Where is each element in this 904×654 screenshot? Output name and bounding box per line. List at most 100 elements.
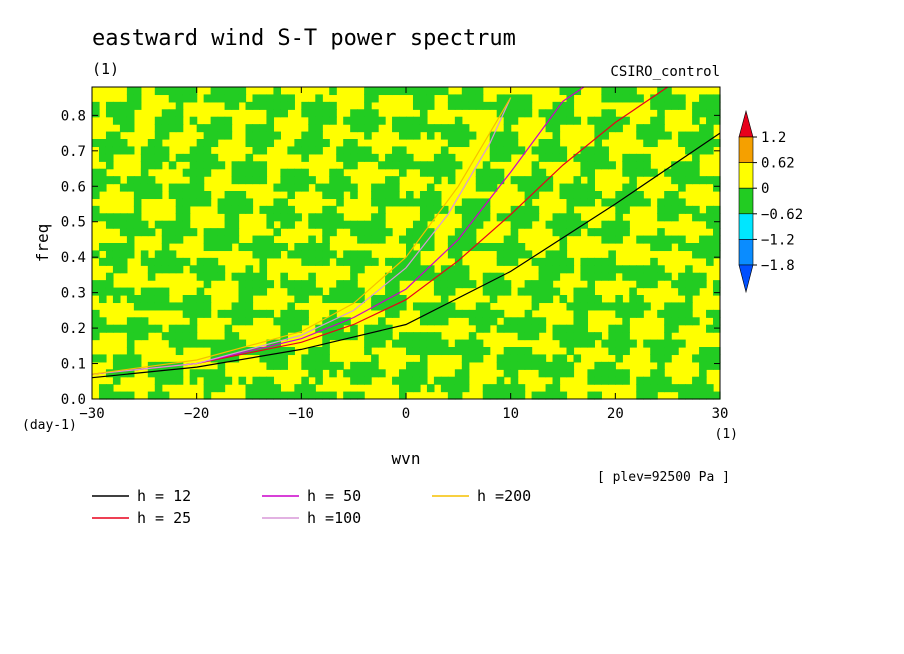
field-cell-negative xyxy=(636,280,644,289)
field-cell-negative xyxy=(273,198,281,207)
field-cell-negative xyxy=(245,317,254,326)
field-cell-negative xyxy=(308,391,316,400)
field-cell-negative xyxy=(545,272,554,281)
field-cell-negative xyxy=(440,87,449,96)
field-cell-negative xyxy=(517,347,526,356)
field-cell-negative xyxy=(678,243,686,252)
field-cell-negative xyxy=(580,309,589,318)
field-cell-negative xyxy=(503,116,512,125)
field-cell-negative xyxy=(92,176,100,185)
field-cell-negative xyxy=(385,153,393,162)
field-cell-negative xyxy=(510,376,519,385)
field-cell-negative xyxy=(308,124,316,133)
field-cell-negative xyxy=(580,287,589,296)
field-cell-negative xyxy=(447,391,456,400)
field-cell-negative xyxy=(322,354,330,363)
field-cell-negative xyxy=(350,146,358,155)
field-cell-negative xyxy=(482,347,491,356)
field-cell-negative xyxy=(559,369,568,378)
field-cell-negative xyxy=(203,228,212,237)
field-cell-negative xyxy=(301,183,309,192)
field-cell-negative xyxy=(678,198,686,207)
field-cell-negative xyxy=(636,302,644,311)
field-cell-negative xyxy=(203,265,212,274)
field-cell-negative xyxy=(224,332,233,341)
field-cell-negative xyxy=(622,220,630,229)
x-tick-label: 0 xyxy=(402,406,410,422)
field-cell-negative xyxy=(615,198,623,207)
field-cell-negative xyxy=(552,124,561,133)
field-cell-negative xyxy=(531,361,540,370)
field-cell-negative xyxy=(664,131,672,140)
field-cell-negative xyxy=(594,332,602,341)
field-cell-negative xyxy=(531,302,540,311)
field-cell-negative xyxy=(699,213,707,222)
field-cell-negative xyxy=(650,265,658,274)
field-cell-negative xyxy=(315,354,323,363)
field-cell-negative xyxy=(224,94,233,103)
field-cell-negative xyxy=(447,153,456,162)
field-cell-negative xyxy=(643,161,651,170)
field-cell-negative xyxy=(426,332,435,341)
field-cell-negative xyxy=(392,257,400,266)
field-cell-negative xyxy=(531,257,540,266)
field-cell-negative xyxy=(175,205,184,214)
field-cell-negative xyxy=(678,176,686,185)
field-cell-negative xyxy=(140,161,149,170)
field-cell-negative xyxy=(161,302,170,311)
field-cell-negative xyxy=(161,153,170,162)
field-cell-negative xyxy=(587,332,595,341)
field-cell-negative xyxy=(517,109,526,118)
field-cell-negative xyxy=(175,376,184,385)
field-cell-negative xyxy=(231,302,240,311)
field-cell-negative xyxy=(203,161,212,170)
field-cell-negative xyxy=(392,309,400,318)
field-cell-negative xyxy=(154,369,163,378)
field-cell-negative xyxy=(140,191,149,200)
field-cell-negative xyxy=(210,257,219,266)
field-cell-negative xyxy=(252,94,261,103)
field-cell-negative xyxy=(419,243,428,252)
field-cell-negative xyxy=(524,317,533,326)
field-cell-negative xyxy=(594,376,602,385)
field-cell-negative xyxy=(175,213,184,222)
field-cell-negative xyxy=(699,243,707,252)
field-cell-negative xyxy=(154,131,163,140)
field-cell-negative xyxy=(664,243,672,252)
field-cell-negative xyxy=(371,183,379,192)
field-cell-negative xyxy=(392,87,400,96)
field-cell-negative xyxy=(440,376,449,385)
field-cell-negative xyxy=(608,369,616,378)
field-cell-negative xyxy=(182,87,191,96)
field-cell-negative xyxy=(392,280,400,289)
field-cell-negative xyxy=(399,131,407,140)
field-cell-negative xyxy=(650,391,658,400)
field-cell-negative xyxy=(489,309,498,318)
field-cell-negative xyxy=(238,198,247,207)
field-cell-negative xyxy=(154,391,163,400)
field-cell-negative xyxy=(385,332,393,341)
field-cell-negative xyxy=(580,265,589,274)
field-cell-negative xyxy=(98,354,107,363)
field-cell-negative xyxy=(699,384,707,393)
field-cell-negative xyxy=(608,324,616,333)
field-cell-negative xyxy=(357,109,365,118)
field-cell-negative xyxy=(412,302,421,311)
field-cell-negative xyxy=(92,213,100,222)
field-cell-negative xyxy=(664,309,672,318)
field-cell-negative xyxy=(531,354,540,363)
field-cell-negative xyxy=(531,205,540,214)
field-cell-negative xyxy=(343,153,351,162)
field-cell-negative xyxy=(196,309,205,318)
field-cell-negative xyxy=(231,354,240,363)
y-axis: 0.00.10.20.30.40.50.60.70.8 xyxy=(61,108,720,408)
field-cell-negative xyxy=(489,391,498,400)
field-cell-negative xyxy=(524,347,533,356)
field-cell-negative xyxy=(98,280,107,289)
field-cell-negative xyxy=(510,116,519,125)
field-cell-negative xyxy=(315,347,323,356)
field-cell-negative xyxy=(489,183,498,192)
field-cell-negative xyxy=(713,280,721,289)
field-cell-negative xyxy=(259,131,268,140)
field-cell-negative xyxy=(252,235,261,244)
